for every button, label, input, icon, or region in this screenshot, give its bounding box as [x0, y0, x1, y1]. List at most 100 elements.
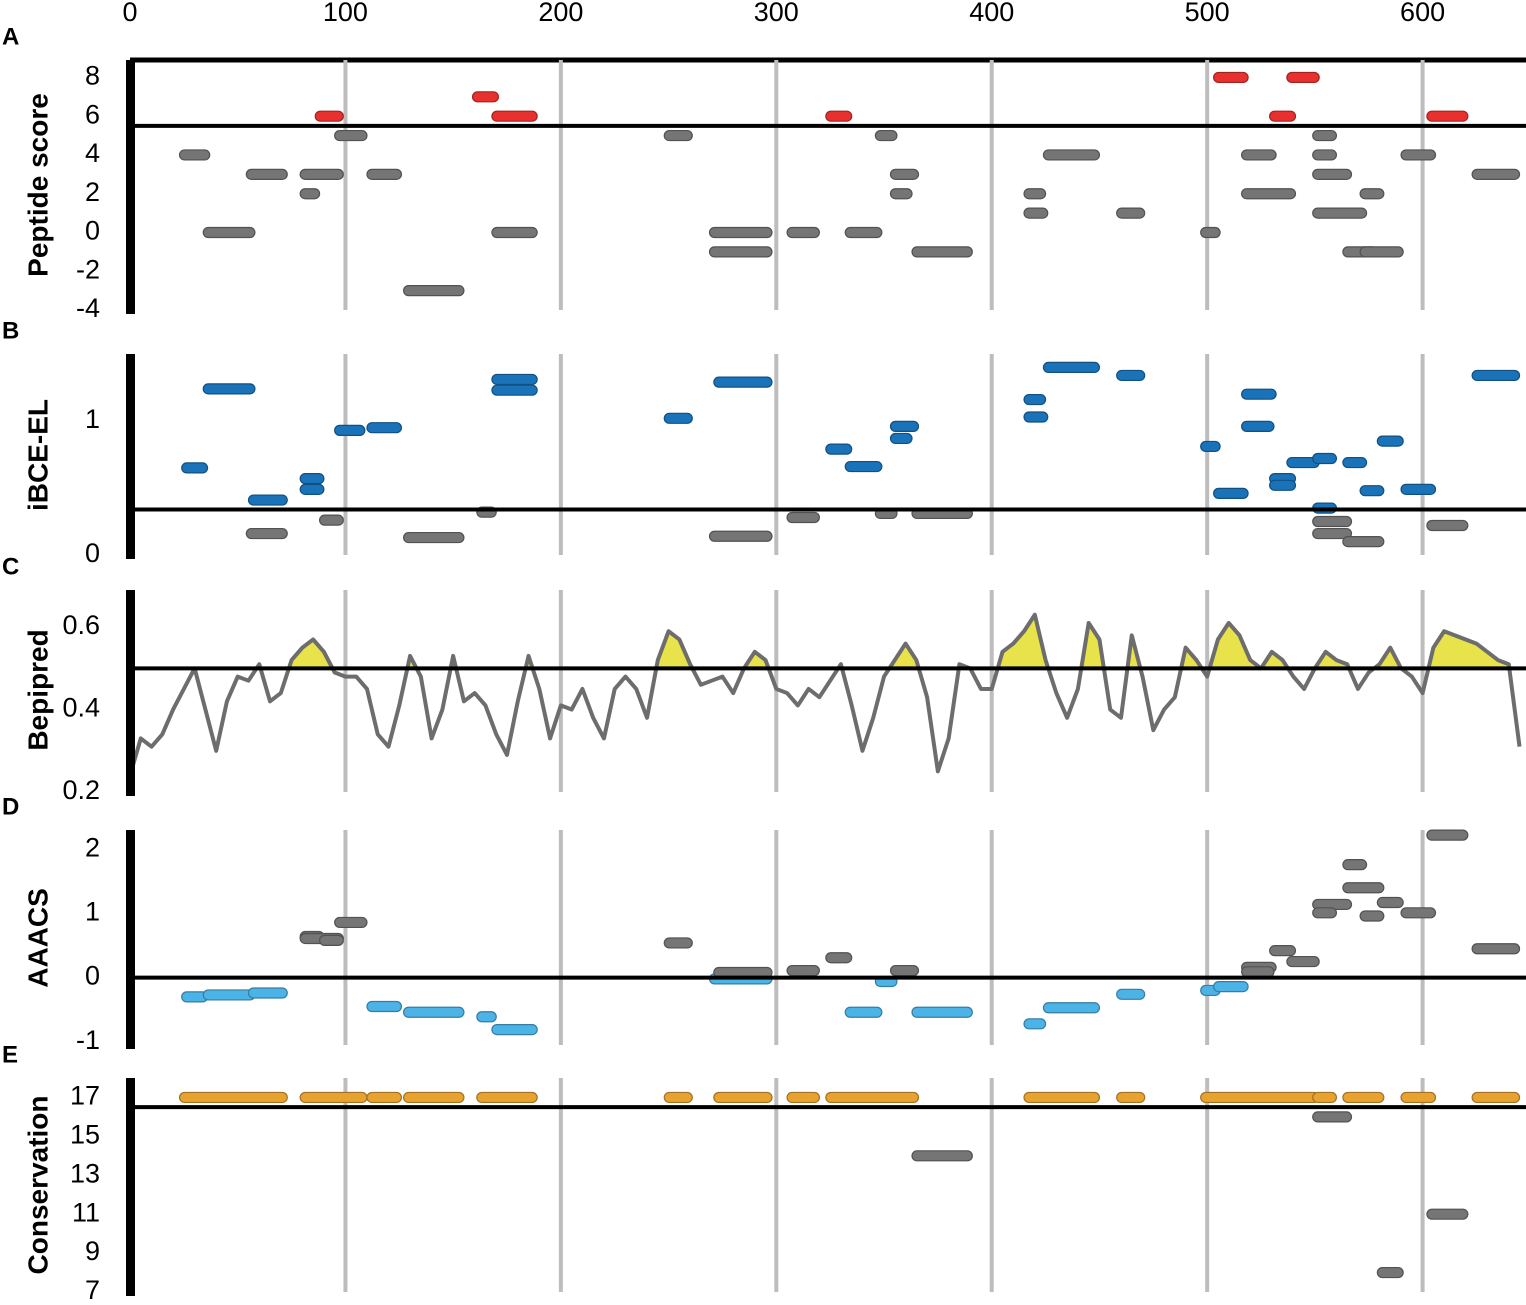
segment [1400, 149, 1437, 161]
segment [1471, 943, 1521, 955]
segment [1426, 829, 1469, 841]
panel: D AAACS -1 0 1 2 [2, 793, 1526, 1055]
segment [844, 226, 883, 239]
segment [491, 110, 538, 122]
segment [476, 1011, 497, 1023]
segment [1312, 452, 1338, 465]
segment [825, 952, 853, 964]
segment [1286, 71, 1320, 84]
segment [1213, 71, 1249, 84]
segment [366, 422, 403, 434]
segment [178, 149, 211, 161]
segment [1359, 485, 1385, 497]
segment [299, 1091, 368, 1104]
y-axis-title: Bepipred [22, 629, 53, 750]
segment [1213, 980, 1249, 993]
segment [889, 168, 920, 180]
segment [1023, 411, 1049, 423]
panel: A Peptide score -4 -2 0 2 4 6 8 [2, 23, 1526, 323]
segment [1269, 945, 1297, 957]
segment [1312, 129, 1338, 142]
y-tick-label: 8 [85, 61, 100, 91]
segment [1241, 149, 1277, 161]
segment [825, 1091, 920, 1104]
y-tick-label: 0.4 [62, 693, 100, 723]
segment [491, 226, 538, 239]
segment [491, 1023, 538, 1036]
segment [1312, 527, 1353, 540]
y-axis-bar [126, 60, 135, 314]
y-tick-label: 0 [85, 961, 100, 991]
segment [1342, 1091, 1385, 1104]
y-tick-label: 2 [85, 177, 100, 207]
segment [366, 168, 403, 180]
y-tick-label: 1 [85, 404, 100, 434]
segment [318, 934, 344, 946]
y-tick-label: 1 [85, 897, 100, 927]
segment [825, 110, 853, 122]
segment [786, 511, 820, 524]
segment [1376, 435, 1404, 447]
segment [1269, 479, 1297, 491]
segment [786, 964, 820, 977]
segment [1023, 1018, 1047, 1030]
segment [825, 443, 853, 455]
x-tick-label: 100 [323, 0, 368, 27]
segment [1400, 1091, 1437, 1104]
segment [245, 527, 288, 540]
segment [1312, 207, 1368, 219]
segment [299, 188, 321, 200]
y-tick-label: 0.2 [62, 775, 100, 805]
segment [1241, 966, 1275, 978]
y-tick-label: 6 [85, 99, 100, 129]
y-tick-label: 13 [70, 1158, 100, 1188]
segment [889, 188, 913, 200]
y-tick-label: 7 [85, 1275, 100, 1305]
segment [1359, 246, 1404, 258]
segment [844, 1006, 883, 1018]
panel-label: B [2, 317, 19, 344]
segment [491, 384, 538, 396]
segment [708, 246, 773, 258]
y-tick-label: 4 [85, 138, 100, 168]
segment [1042, 149, 1101, 161]
segment [1200, 440, 1221, 453]
segment [713, 1091, 773, 1104]
segment [476, 1091, 538, 1104]
y-axis-bar [126, 830, 135, 1049]
segment [1241, 420, 1275, 432]
segment [708, 530, 773, 542]
segment [663, 1091, 693, 1104]
y-axis-title: Conservation [22, 1096, 53, 1275]
x-tick-label: 500 [1185, 0, 1230, 27]
segment [1241, 388, 1277, 400]
segment [1116, 207, 1146, 219]
segment [334, 916, 368, 929]
segment [663, 937, 693, 949]
segment [299, 483, 325, 495]
y-axis-bar [126, 354, 135, 559]
segment [1269, 110, 1297, 122]
segment [181, 462, 209, 474]
segment [366, 1091, 403, 1104]
segment [1023, 1091, 1101, 1104]
segment [889, 432, 913, 445]
segment [663, 129, 693, 142]
segment [247, 494, 288, 506]
y-axis-bar [126, 590, 135, 796]
segment [1400, 907, 1437, 919]
segment [471, 91, 499, 103]
segment [1200, 1091, 1320, 1104]
segment [663, 412, 693, 424]
y-axis-title: AAACS [22, 888, 53, 988]
panel-label: E [2, 1041, 18, 1068]
line [128, 612, 1522, 777]
above-threshold-fill [256, 614, 1510, 669]
y-tick-label: 0 [85, 216, 100, 246]
segment [1116, 988, 1146, 1000]
segment [402, 1091, 465, 1104]
segment [245, 168, 288, 180]
segment [786, 1091, 820, 1104]
segment [708, 226, 773, 239]
segment [1241, 188, 1297, 200]
